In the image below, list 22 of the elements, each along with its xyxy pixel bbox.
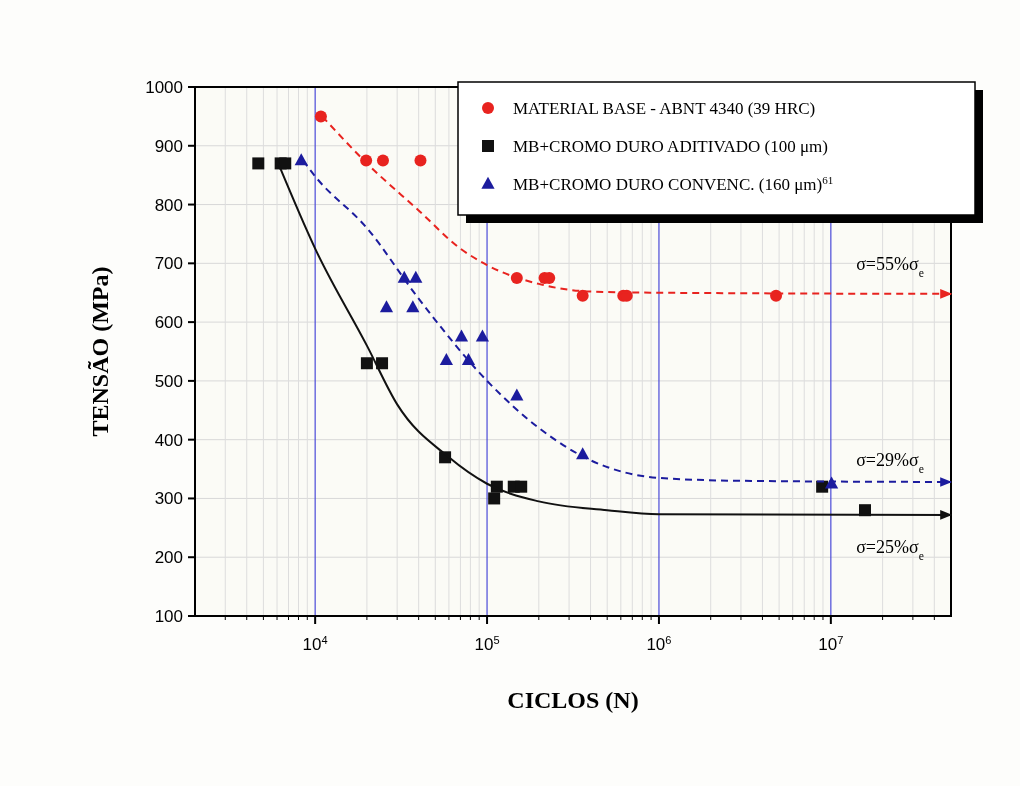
annotation: σ=25%σ$_{e}$: [856, 537, 924, 563]
legend-label: MB+CROMO DURO ADITIVADO (100 μm): [513, 137, 828, 156]
legend-label: MATERIAL BASE - ABNT 4340 (39 HRC): [513, 99, 816, 118]
y-tick-label: 500: [154, 371, 183, 391]
annotation: σ=29%σ$_{e}$: [856, 450, 924, 476]
y-tick-label: 200: [154, 548, 183, 568]
y-tick-label: 600: [154, 313, 183, 333]
x-tick-label: 10$^{4}$: [302, 634, 328, 654]
y-tick-label: 400: [154, 430, 183, 450]
y-axis-title: TENSÃO (MPa): [87, 266, 113, 437]
x-tick-label: 10$^{6}$: [646, 634, 672, 654]
y-tick-label: 800: [154, 195, 183, 215]
x-tick-label: 10$^{5}$: [474, 634, 500, 654]
y-tick-label: 900: [154, 136, 183, 156]
y-tick-label: 100: [154, 607, 183, 626]
x-axis-title: CICLOS (N): [507, 687, 639, 713]
y-tick-label: 700: [154, 254, 183, 274]
legend-label: MB+CROMO DURO CONVENC. (160 μm)$^{61}$: [513, 174, 834, 194]
y-tick-label: 1000: [145, 78, 183, 97]
annotation: σ=55%σ$_{e}$: [856, 254, 924, 280]
y-tick-label: 300: [154, 489, 183, 509]
x-tick-label: 10$^{7}$: [818, 634, 844, 654]
